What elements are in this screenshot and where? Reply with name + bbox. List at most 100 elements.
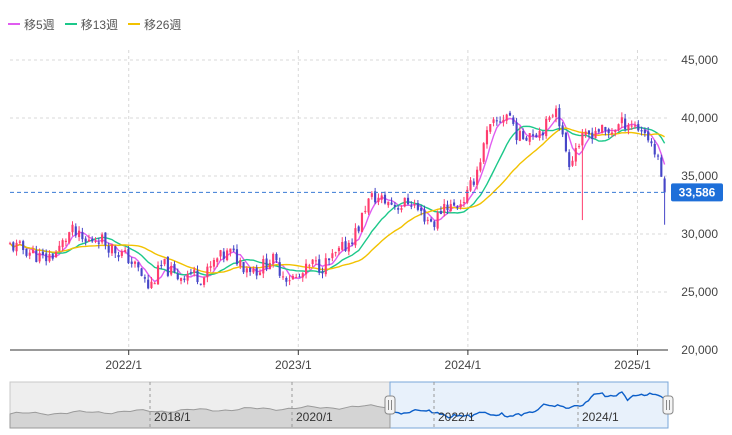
candle-body (584, 131, 587, 135)
candle-body (564, 132, 567, 152)
candle-body (571, 160, 574, 166)
candle-body (663, 178, 666, 193)
y-tick-label: 25,000 (681, 285, 718, 299)
candle-body (341, 241, 344, 250)
candle-body (617, 124, 620, 131)
candle-body (140, 268, 143, 276)
candle-body (31, 250, 35, 254)
navigator-label: 2020/1 (296, 410, 333, 424)
y-tick-label: 35,000 (681, 169, 718, 183)
y-tick-label: 40,000 (681, 111, 718, 125)
candle-body (456, 206, 459, 208)
candle-body (78, 230, 81, 238)
candle-body (232, 248, 235, 251)
candle-body (410, 205, 413, 207)
candle-body (660, 157, 663, 177)
candle-body (295, 276, 298, 278)
candle-body (143, 277, 146, 279)
candle-body (485, 130, 489, 145)
candle-body (12, 242, 15, 251)
candle-body (127, 248, 130, 264)
x-tick-label: 2022/1 (105, 358, 142, 372)
candle-body (525, 137, 528, 141)
x-tick-label: 2023/1 (275, 358, 312, 372)
candle-body (495, 120, 498, 122)
candle-body (101, 234, 104, 243)
candle-body (443, 203, 446, 214)
current-price-value: 33,586 (679, 185, 716, 199)
candle-body (81, 232, 84, 240)
candle-body (124, 250, 127, 252)
candle-body (176, 273, 179, 280)
candle-body (436, 212, 439, 229)
candle-body (446, 204, 449, 211)
candle-body (107, 245, 110, 253)
candle-body (594, 130, 597, 139)
candle-body (54, 252, 58, 258)
candle-body (321, 271, 324, 274)
candle-body (420, 207, 423, 211)
candle-body (71, 224, 74, 233)
candle-body (239, 260, 242, 267)
candle-body (51, 254, 54, 259)
candle-body (347, 242, 350, 252)
candle-body (104, 232, 107, 246)
candle-body (97, 242, 100, 244)
candle-body (492, 119, 495, 123)
candle-body (25, 248, 28, 256)
candle-body (153, 283, 156, 285)
candle-body (416, 203, 419, 210)
candle-body (604, 127, 607, 131)
candle-body (68, 232, 71, 243)
candle-body (291, 275, 294, 280)
candle-body (216, 258, 219, 262)
candle-body (48, 254, 51, 262)
candle-body (38, 252, 41, 262)
candle-body (403, 197, 406, 207)
candle-body (22, 241, 25, 251)
navigator-handle-right[interactable] (662, 395, 674, 415)
candle-body (344, 241, 347, 251)
candle-body (170, 265, 173, 275)
candle-body (255, 267, 258, 276)
candle-body (591, 132, 594, 140)
candle-body (41, 251, 44, 255)
legend-item-ma13[interactable]: 移13週 (64, 16, 118, 32)
range-navigator[interactable]: 2018/1 2020/1 2022/1 2024/1 (9, 381, 674, 429)
candle-body (387, 201, 390, 206)
legend-item-ma5[interactable]: 移5週 (8, 16, 55, 32)
moving-averages (9, 116, 666, 283)
candle-body (281, 276, 285, 278)
candle-body (133, 261, 137, 264)
legend: 移5週 移13週 移26週 (8, 16, 181, 32)
candle-body (8, 243, 12, 245)
candle-body (183, 278, 186, 280)
candle-body (400, 208, 403, 210)
candle-body (541, 132, 544, 136)
candle-body (226, 250, 229, 261)
candle-body (656, 155, 660, 157)
candle-body (640, 130, 643, 132)
candle-body (390, 202, 393, 205)
candle-body (35, 250, 38, 262)
candle-body (393, 204, 396, 207)
candle-body (318, 259, 321, 273)
candle-body (288, 280, 291, 282)
navigator-handle-left[interactable] (384, 395, 396, 415)
candle-body (110, 244, 114, 254)
candle-body (383, 194, 387, 204)
candle-body (601, 124, 604, 133)
axes: 45,000 40,000 35,000 30,000 25,000 20,000 2022… (10, 53, 718, 372)
candle-body (334, 252, 337, 254)
candle-body (262, 259, 265, 274)
candle-body (301, 273, 304, 278)
current-price-badge (671, 183, 723, 202)
legend-item-ma26[interactable]: 移26週 (128, 16, 181, 32)
candle-body (117, 255, 120, 258)
candle-body (578, 146, 581, 148)
candle-body (219, 250, 222, 257)
candle-body (627, 125, 630, 131)
legend-swatch-ma5 (8, 23, 20, 25)
candle-body (610, 132, 614, 134)
legend-swatch-ma13 (64, 23, 77, 25)
